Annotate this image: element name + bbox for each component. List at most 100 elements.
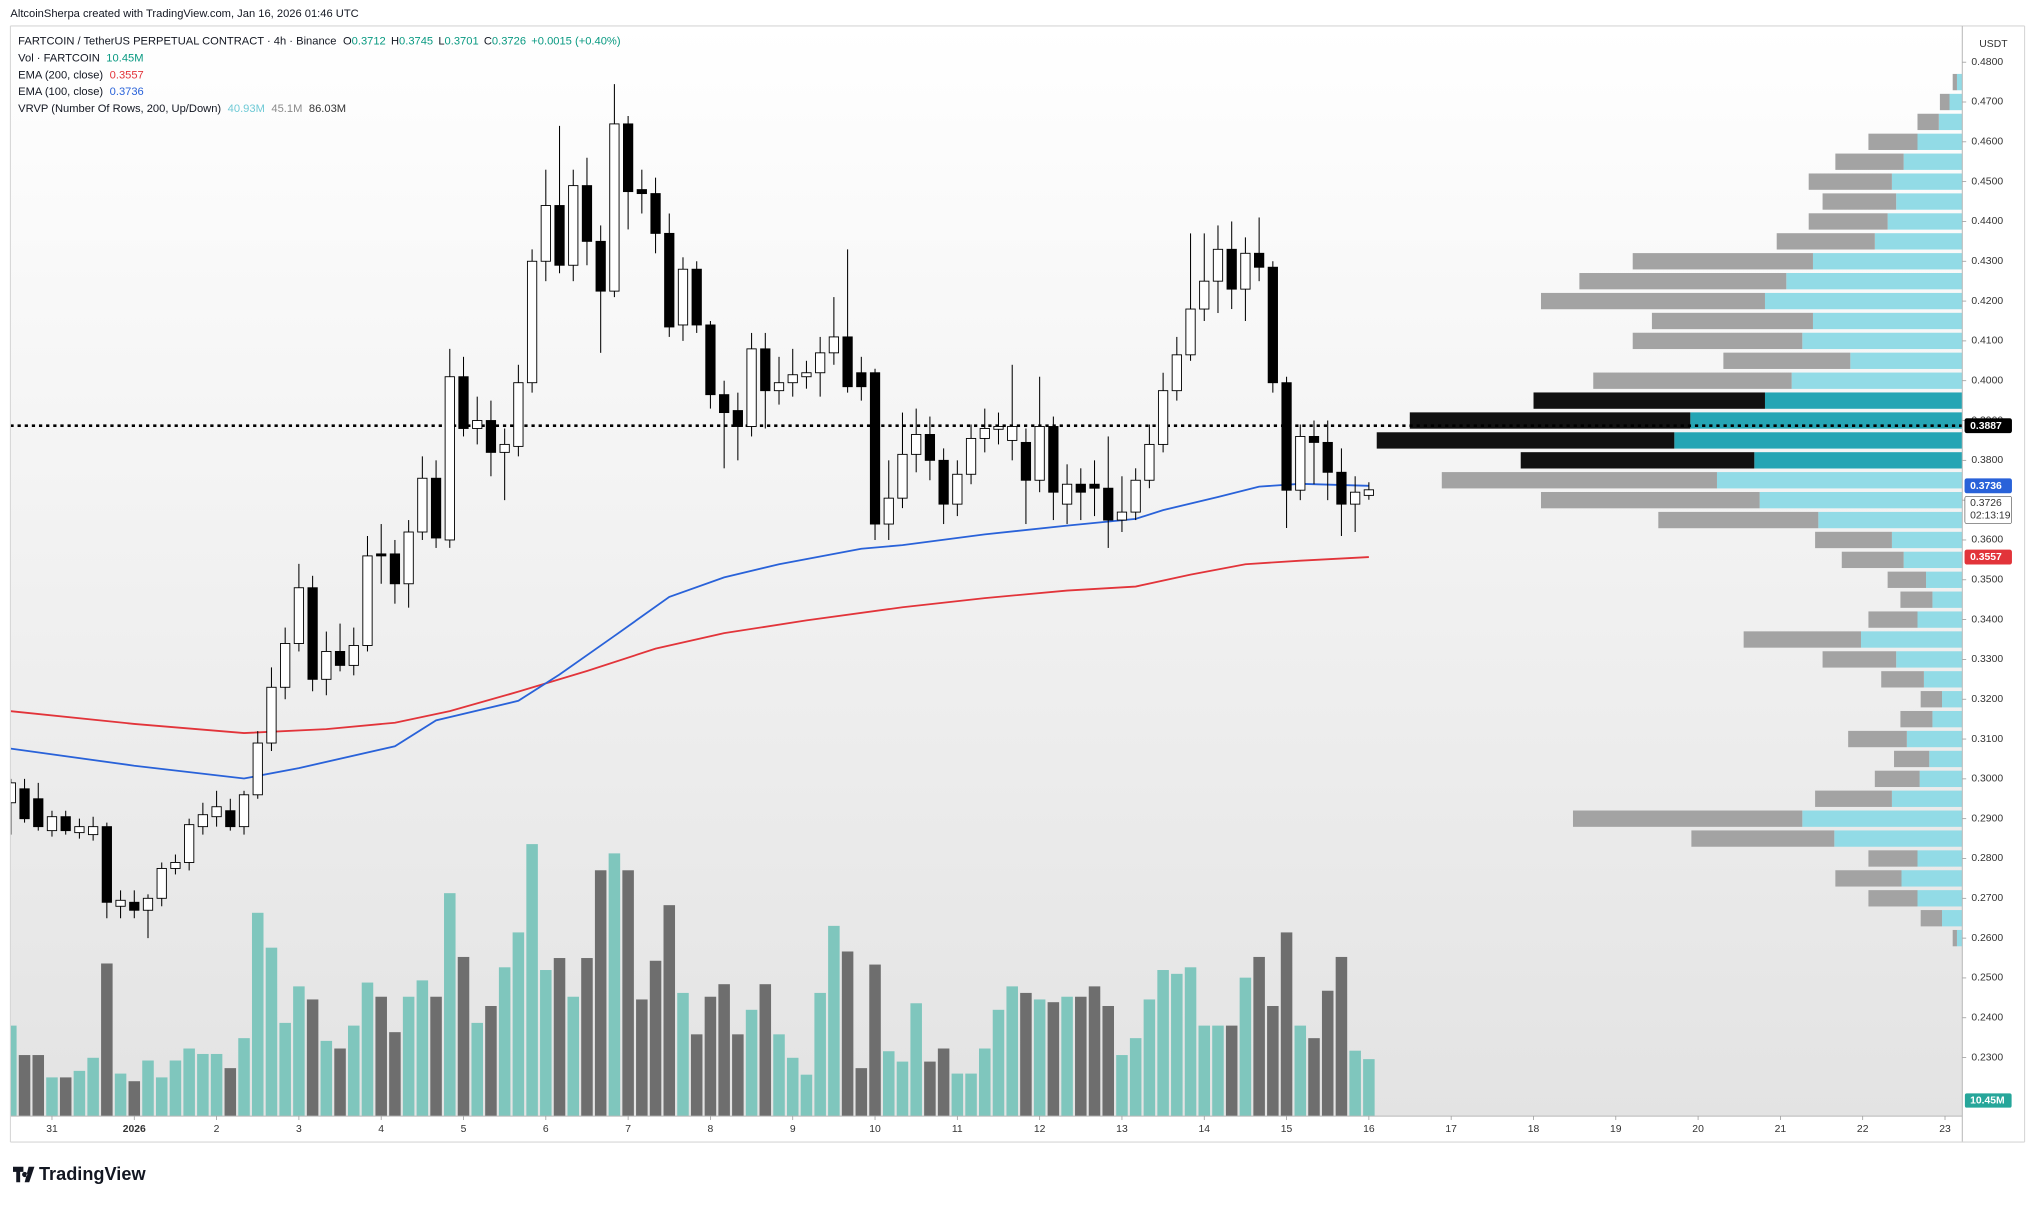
profile-down	[1868, 850, 1918, 867]
profile-down	[1540, 292, 1765, 310]
profile-down	[1848, 730, 1907, 748]
profile-down	[1723, 352, 1851, 369]
candle-body	[211, 806, 222, 818]
profile-down	[1841, 551, 1904, 569]
profile-up	[1929, 750, 1963, 768]
candle-body	[705, 324, 716, 396]
candle-body	[156, 867, 167, 899]
volume-bar	[457, 956, 470, 1117]
y-tick-label: 0.4100	[1971, 336, 2003, 347]
volume-bar	[937, 1048, 950, 1117]
candle-body	[1308, 435, 1320, 443]
volume-bar	[1280, 932, 1293, 1117]
candle-body	[225, 810, 236, 828]
profile-down	[1920, 910, 1943, 927]
profile-down	[1409, 412, 1691, 429]
volume-name: Vol · FARTCOIN	[18, 52, 100, 64]
profile-up	[1802, 332, 1963, 350]
profile-down	[1835, 153, 1904, 170]
candle-body	[1116, 511, 1128, 521]
x-tick-label: 5	[461, 1124, 467, 1135]
profile-up	[1812, 312, 1963, 330]
volume-bar	[1184, 967, 1197, 1117]
candle-body	[1089, 483, 1100, 489]
volume-bar	[155, 1077, 168, 1117]
candle-body	[513, 382, 524, 447]
volume-bar	[73, 1070, 86, 1117]
volume-bar	[128, 1081, 141, 1117]
candle-body	[1199, 280, 1210, 310]
candle-body	[1212, 248, 1224, 282]
y-tick-label: 0.2600	[1971, 933, 2003, 944]
profile-down	[1808, 213, 1888, 230]
profile-down	[1533, 392, 1765, 409]
y-tick-label: 0.4800	[1971, 57, 2003, 68]
volume-bar	[704, 996, 717, 1117]
profile-down	[1868, 890, 1918, 907]
volume-bar	[1321, 990, 1334, 1117]
volume-bar	[841, 951, 854, 1117]
candle-body	[540, 205, 551, 262]
volume-bar	[773, 1034, 785, 1117]
candle-body	[787, 374, 798, 384]
candle-body	[1267, 266, 1278, 384]
profile-up	[1759, 491, 1963, 509]
volume-bar	[169, 1060, 182, 1117]
profile-down	[1881, 671, 1924, 688]
volume-bar	[10, 1025, 17, 1117]
profile-up	[1874, 233, 1963, 250]
volume-bar	[18, 1055, 31, 1117]
candle-body	[444, 376, 455, 541]
volume-bar	[59, 1077, 72, 1117]
volume-bar	[197, 1053, 209, 1117]
profile-down	[1900, 710, 1933, 728]
y-tick-label: 0.3400	[1971, 614, 2003, 625]
volume-bar	[402, 996, 415, 1117]
ema100-label: 0.3736	[1970, 481, 2002, 492]
profile-up	[1674, 432, 1963, 449]
y-tick-label: 0.2700	[1971, 893, 2003, 904]
profile-up	[1956, 73, 1963, 91]
profile-up	[1812, 253, 1963, 270]
candle-body	[1144, 443, 1155, 481]
volume-bar	[1020, 992, 1032, 1117]
volume-bar	[1143, 999, 1156, 1117]
candle-body	[1240, 252, 1251, 290]
volume-bar	[1198, 1025, 1211, 1117]
volume-bar	[965, 1073, 977, 1117]
y-tick-label: 0.4300	[1971, 256, 2003, 267]
candle-body	[1226, 248, 1237, 290]
profile-up	[1802, 810, 1963, 827]
profile-up	[1818, 511, 1963, 529]
last-price-label: 0.3726	[1970, 498, 2002, 509]
candle-body	[911, 434, 922, 455]
candle-body	[581, 185, 593, 242]
candle-body	[677, 268, 689, 326]
volume-bar	[608, 853, 621, 1117]
candle-body	[115, 899, 126, 907]
candle-body	[19, 788, 30, 820]
volume-bar	[855, 1068, 868, 1117]
hline-label-bg	[1964, 418, 2012, 434]
y-tick-label: 0.3000	[1971, 774, 2003, 785]
profile-up	[1906, 730, 1963, 748]
profile-up	[1917, 850, 1963, 867]
volume-bar	[1335, 956, 1348, 1117]
profile-down	[1632, 253, 1813, 270]
ema-value: 0.3736	[110, 86, 144, 98]
change: +0.0015 (+0.40%)	[531, 35, 621, 47]
y-tick-label: 0.3200	[1971, 694, 2003, 705]
volume-bar	[814, 992, 826, 1117]
volume-bar	[636, 999, 648, 1117]
symbol: FARTCOIN / TetherUS PERPETUAL CONTRACT ·…	[18, 35, 336, 47]
volume-bar	[526, 844, 538, 1117]
volume-bar	[540, 970, 552, 1117]
volume-bar	[979, 1048, 991, 1117]
y-tick-label: 0.3500	[1971, 575, 2003, 586]
candle-body	[965, 437, 977, 475]
volume-bar	[1349, 1050, 1361, 1117]
x-tick-label: 31	[46, 1124, 58, 1135]
x-tick-label: 17	[1445, 1124, 1457, 1135]
last-price-bg	[1964, 495, 2012, 524]
volume-bar	[1308, 1038, 1320, 1117]
